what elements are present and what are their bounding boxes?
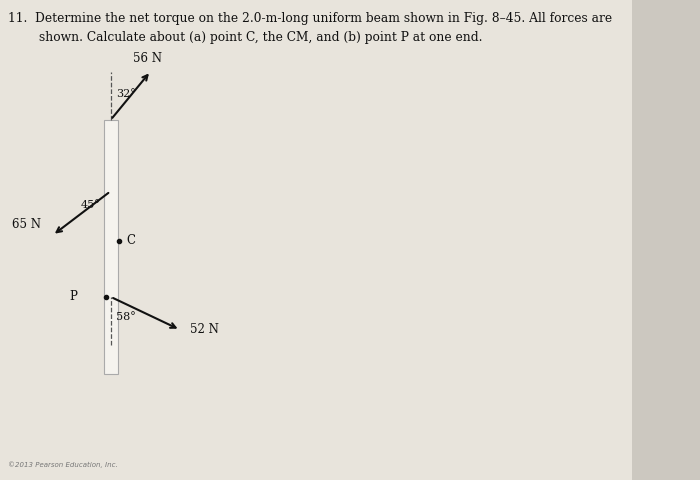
Text: 52 N: 52 N [190, 324, 218, 336]
Text: shown. Calculate about (a) point C, the CM, and (b) point P at one end.: shown. Calculate about (a) point C, the … [39, 31, 483, 44]
Text: ©2013 Pearson Education, Inc.: ©2013 Pearson Education, Inc. [8, 461, 118, 468]
Text: P: P [69, 290, 77, 303]
Text: 58°: 58° [116, 312, 135, 322]
Text: 56 N: 56 N [133, 52, 162, 65]
Text: 32°: 32° [116, 89, 135, 98]
Text: 65 N: 65 N [12, 217, 41, 230]
Bar [104, 120, 118, 374]
Text: 11.  Determine the net torque on the 2.0-m-long uniform beam shown in Fig. 8–45.: 11. Determine the net torque on the 2.0-… [8, 12, 612, 25]
Text: 45°: 45° [80, 200, 100, 210]
Text: C: C [127, 234, 135, 247]
FancyBboxPatch shape [0, 0, 632, 480]
